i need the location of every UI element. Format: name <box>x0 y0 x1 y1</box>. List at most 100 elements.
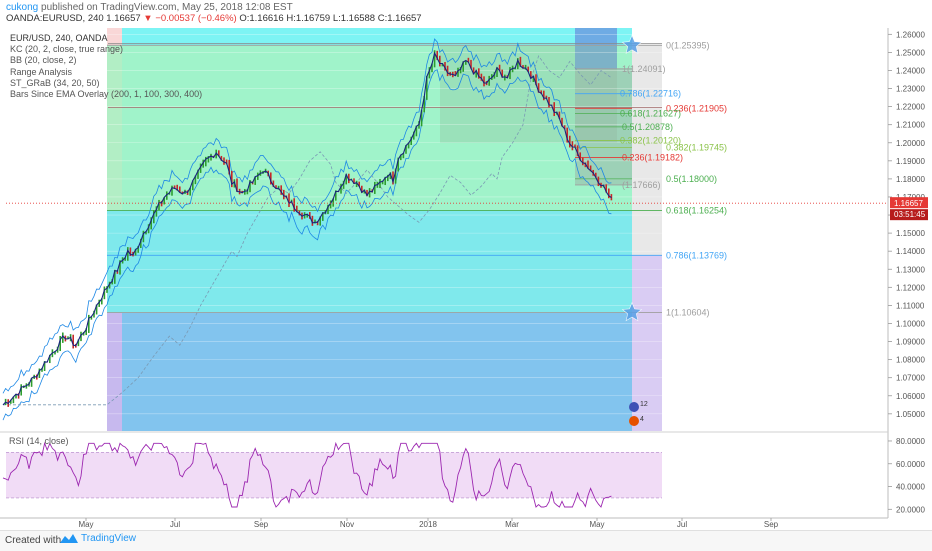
price-chart[interactable]: 0(1.25395) 0.618(1.16254) 0.786(1.13769) 1(… <box>0 0 932 530</box>
y-tick-label: 1.14000 <box>896 247 925 256</box>
price-line <box>2 51 612 406</box>
indicator-legend: EUR/USD, 240, OANDA KC (20, 2, close, tr… <box>10 33 202 100</box>
rsi-legend[interactable]: RSI (14, close) <box>9 436 69 446</box>
y-tick-label: 1.10000 <box>896 319 925 328</box>
fib-small-label: 0.618(1.21627) <box>620 108 681 118</box>
fib-small-label: 0.5(1.20878) <box>622 122 673 132</box>
rsi-y-tick-label: 80.0000 <box>896 437 925 446</box>
event-badge-count: 12 <box>640 401 648 408</box>
keltner-upper-band <box>2 38 612 394</box>
tradingview-logo-icon <box>60 533 78 543</box>
legend-item-bb[interactable]: BB (20, close, 2) <box>10 55 77 66</box>
fib-small-label: 0.236(1.21905) <box>666 103 727 113</box>
zone-purple-right <box>632 255 662 431</box>
x-tick-label: May <box>78 520 93 529</box>
zone-cyan-lower <box>107 210 632 313</box>
time-axis: May Jul Sep Nov 2018 Mar May Jul Sep <box>0 517 888 529</box>
ohlc-values: O:1.16616 H:1.16759 L:1.16588 C:1.16657 <box>239 13 422 24</box>
y-tick-label: 1.22000 <box>896 103 925 112</box>
countdown-label: 03:51:45 <box>894 210 926 219</box>
y-tick-label: 1.25000 <box>896 48 925 57</box>
fib-small-label: 1(1.24091) <box>622 64 666 74</box>
tradingview-brand[interactable]: TradingView <box>60 533 136 544</box>
x-tick-label: Jul <box>677 520 687 529</box>
countdown-tag <box>890 209 928 221</box>
price-series <box>2 38 613 421</box>
rsi-y-tick-label: 20.0000 <box>896 505 925 514</box>
grid-lines <box>6 34 888 415</box>
zone-green <box>107 45 632 211</box>
publish-info: published on TradingView.com, May 25, 20… <box>41 2 293 13</box>
rsi-pane: 80.0000 60.0000 40.0000 20.0000 <box>0 431 925 514</box>
y-tick-label: 1.12000 <box>896 283 925 292</box>
zone-purple-strip <box>107 312 122 431</box>
fib-small-label: 0.382(1.20120) <box>620 136 681 146</box>
x-tick-label: Jul <box>170 520 180 529</box>
fib-label: 0(1.25395) <box>666 40 710 50</box>
author-name[interactable]: cukong <box>6 2 39 13</box>
fib-label: 1(1.10604) <box>666 308 710 318</box>
star-icon-top <box>621 34 643 54</box>
y-tick-label: 1.26000 <box>896 30 925 39</box>
y-tick-label: 1.05000 <box>896 410 925 419</box>
price-axis: 1.26000 1.25000 1.24000 1.23000 1.22000 1.210… <box>887 28 928 518</box>
fib-small-label: 0.786(1.22716) <box>620 89 681 99</box>
event-badge-count: 4 <box>640 416 644 423</box>
y-tick-label: 1.18000 <box>896 175 925 184</box>
y-tick-label: 1.07000 <box>896 374 925 383</box>
y-tick-label: 1.13000 <box>896 265 925 274</box>
event-badge-icon <box>629 402 639 412</box>
current-price-label: 1.16657 <box>894 199 923 208</box>
y-tick-label: 1.06000 <box>896 392 925 401</box>
price-change: ▼ −0.00537 (−0.46%) <box>143 13 237 24</box>
symbol-line: OANDA:EURUSD, 240 1.16657 ▼ −0.00537 (−0… <box>6 13 422 24</box>
y-tick-label: 1.09000 <box>896 338 925 347</box>
y-tick-label: 1.23000 <box>896 85 925 94</box>
footer: Created with TradingView <box>0 530 932 551</box>
y-tick-label: 1.19000 <box>896 157 925 166</box>
x-tick-label: Nov <box>340 520 354 529</box>
y-tick-label: 1.08000 <box>896 356 925 365</box>
x-tick-label: Sep <box>254 520 269 529</box>
fib-label: 0.618(1.16254) <box>666 205 727 215</box>
legend-item-kc[interactable]: KC (20, 2, close, true range) <box>10 44 124 55</box>
fib-small-label: 0.5(1.18000) <box>666 174 717 184</box>
legend-title: EUR/USD, 240, OANDA <box>10 33 108 43</box>
keltner-lower-band <box>2 69 612 421</box>
rsi-line <box>2 441 612 508</box>
x-tick-label: 2018 <box>419 520 437 529</box>
current-price-tag <box>890 197 928 209</box>
event-badge-icon <box>629 416 639 426</box>
analysis-zones <box>107 28 662 431</box>
y-tick-label: 1.24000 <box>896 66 925 75</box>
zone-grey-right <box>632 45 662 256</box>
chart-header: cukong published on TradingView.com, May… <box>0 0 932 30</box>
publish-line: cukong published on TradingView.com, May… <box>6 2 293 13</box>
zone-top-blue <box>575 28 617 69</box>
fib-small-label: 0.236(1.19182) <box>622 153 683 163</box>
ema-trend-line <box>3 55 612 406</box>
chart-annotations: 12 4 <box>6 34 888 426</box>
x-tick-label: Sep <box>764 520 779 529</box>
symbol-price: OANDA:EURUSD, 240 1.16657 <box>6 13 141 24</box>
y-tick-label: 1.21000 <box>896 121 925 130</box>
created-with-text: Created with <box>5 535 62 546</box>
legend-item-range[interactable]: Range Analysis <box>10 66 73 77</box>
fib-label: 0.786(1.13769) <box>666 250 727 260</box>
star-icon-bottom <box>621 301 643 322</box>
y-tick-label: 1.20000 <box>896 139 925 148</box>
fib-small-label: 0.382(1.19745) <box>666 142 727 152</box>
x-tick-label: May <box>589 520 604 529</box>
rsi-band <box>6 452 662 498</box>
tradingview-brand-label: TradingView <box>81 533 137 544</box>
legend-item-grab[interactable]: ST_GRaB (34, 20, 50) <box>10 77 100 88</box>
fibonacci-levels: 0(1.25395) 0.618(1.16254) 0.786(1.13769) 1(… <box>107 40 727 318</box>
rsi-y-tick-label: 40.0000 <box>896 483 925 492</box>
y-tick-label: 1.15000 <box>896 229 925 238</box>
x-tick-label: Mar <box>505 520 519 529</box>
legend-item-ema[interactable]: Bars Since EMA Overlay (200, 1, 100, 300… <box>10 89 203 100</box>
zone-blue <box>107 312 632 431</box>
rsi-y-tick-label: 60.0000 <box>896 460 925 469</box>
y-tick-label: 1.11000 <box>896 301 925 310</box>
fib-small-label: (1.17666) <box>622 180 661 190</box>
